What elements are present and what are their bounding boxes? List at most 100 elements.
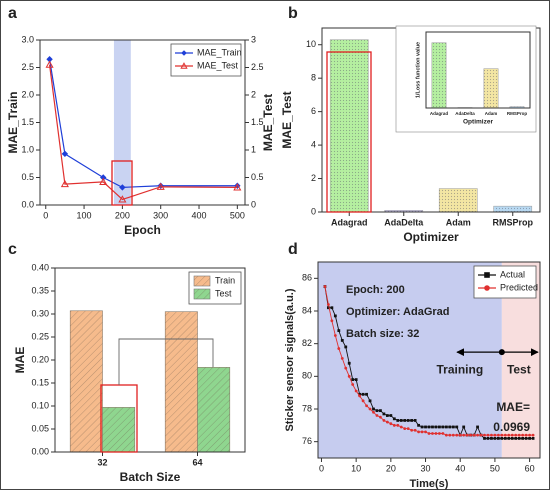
- point: [472, 433, 476, 437]
- panel-label: c: [8, 241, 17, 258]
- y-tick-label: 0.0: [21, 199, 34, 209]
- point: [46, 56, 53, 63]
- point: [330, 319, 334, 323]
- y-axis-title: MAE_Train: [6, 91, 20, 153]
- point: [531, 437, 535, 440]
- point: [476, 425, 479, 429]
- panel-label: a: [8, 5, 17, 22]
- y-tick-label: 0.20: [31, 354, 49, 364]
- point: [347, 361, 351, 365]
- emphasis-box: [111, 160, 133, 206]
- point: [385, 414, 389, 417]
- point: [420, 425, 424, 429]
- point: [344, 345, 348, 349]
- x-tick-label: 64: [192, 457, 202, 467]
- point: [490, 437, 493, 440]
- point: [507, 437, 511, 440]
- y-tick-label: 0.5: [251, 172, 264, 182]
- y2-axis-title: MAE_Test: [261, 94, 275, 151]
- y-tick-label: 8: [311, 73, 316, 83]
- point: [493, 433, 497, 437]
- point: [333, 334, 337, 337]
- highlight-band: [113, 40, 131, 205]
- point: [233, 183, 242, 191]
- y-tick-label: 2.5: [21, 62, 34, 72]
- point: [379, 415, 382, 419]
- point: [337, 329, 341, 332]
- x-tick-label: 32: [97, 457, 107, 467]
- point: [399, 425, 403, 429]
- point: [382, 412, 386, 416]
- x-tick-label: Adam: [485, 111, 498, 116]
- point: [531, 433, 535, 437]
- point: [455, 425, 459, 429]
- point: [517, 437, 521, 440]
- point: [496, 433, 500, 437]
- point: [469, 433, 473, 437]
- point: [354, 378, 358, 381]
- y-axis-title: 1/Loss function value: [415, 42, 421, 98]
- y-tick-label: 2.0: [21, 89, 34, 99]
- y-tick-label: 4: [311, 139, 316, 149]
- x-axis-title: Epoch: [124, 223, 161, 237]
- point: [427, 432, 431, 435]
- x-tick-label: RMSProp: [493, 217, 534, 227]
- y-tick-label: 76: [302, 436, 312, 446]
- point: [438, 432, 441, 435]
- point: [514, 433, 518, 437]
- point: [517, 433, 521, 437]
- point: [100, 174, 107, 181]
- y-tick-label: 78: [302, 403, 312, 413]
- point: [507, 433, 511, 437]
- point: [524, 437, 528, 440]
- point: [368, 399, 372, 403]
- y-tick-label: 2.5: [251, 62, 264, 72]
- point: [483, 437, 486, 440]
- point: [465, 433, 469, 437]
- point: [528, 433, 531, 437]
- point: [361, 399, 365, 403]
- point: [344, 366, 348, 370]
- point: [365, 392, 368, 396]
- y-tick-label: 2: [311, 173, 316, 183]
- point: [420, 430, 424, 434]
- point: [441, 425, 445, 429]
- annotation: Batch size: 32: [346, 328, 419, 340]
- bar-dots: [431, 42, 447, 108]
- y-tick-label: 0.05: [31, 423, 49, 433]
- x-tick-label: 20: [386, 463, 396, 473]
- point: [486, 437, 490, 440]
- plot-frame: [425, 31, 531, 109]
- x-tick-label: 30: [421, 463, 431, 473]
- y-tick-label: 0.30: [31, 308, 49, 318]
- legend-label: Actual: [500, 269, 525, 279]
- y-tick-label: 0: [311, 206, 316, 216]
- point: [524, 433, 528, 437]
- y-tick-label: 0.35: [31, 285, 49, 295]
- point: [354, 389, 358, 393]
- series-line: [48, 64, 238, 201]
- point: [479, 433, 483, 437]
- panel-label: d: [288, 241, 298, 258]
- bar-hatch: [197, 367, 230, 452]
- y-tick-label: 82: [302, 338, 312, 348]
- x-tick-label: 400: [192, 210, 207, 220]
- y-axis-title: Sticker sensor signals(a.u.): [284, 288, 296, 431]
- point: [327, 306, 330, 310]
- y-tick-label: 3.0: [21, 34, 34, 44]
- point: [486, 433, 490, 437]
- y-tick-label: 2: [251, 89, 256, 99]
- point: [413, 428, 417, 432]
- point: [458, 433, 462, 437]
- point: [406, 419, 410, 422]
- y-axis-title: MAE_Test: [280, 91, 294, 148]
- point: [424, 425, 427, 429]
- point: [451, 433, 455, 437]
- legend-box: [473, 265, 537, 299]
- annotation: Epoch: 200: [346, 284, 405, 296]
- x-tick-label: 300: [153, 210, 168, 220]
- point: [372, 407, 375, 411]
- point: [417, 423, 420, 427]
- point: [476, 433, 479, 437]
- point: [347, 374, 351, 378]
